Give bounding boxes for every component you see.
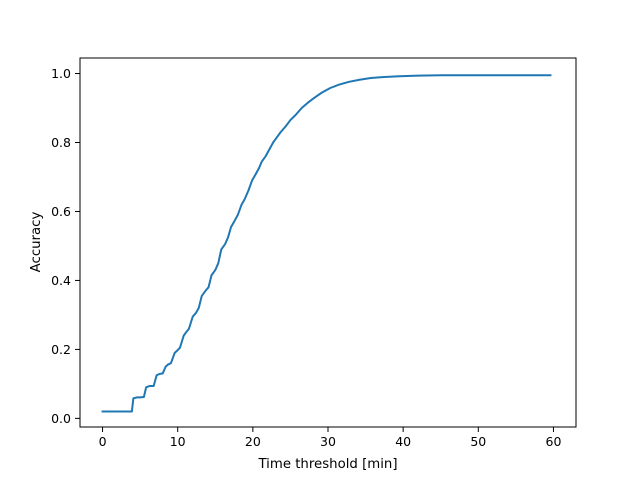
y-tick-label: 0.8 bbox=[51, 135, 71, 150]
x-axis: 0 10 20 30 40 50 60 bbox=[99, 427, 562, 449]
series-line-0 bbox=[101, 74, 552, 413]
x-tick-label: 30 bbox=[320, 434, 336, 449]
x-tick-label: 20 bbox=[245, 434, 261, 449]
y-tick-label: 0.6 bbox=[51, 204, 71, 219]
y-tick-label: 0.0 bbox=[51, 411, 71, 426]
y-tick-label: 0.2 bbox=[51, 342, 71, 357]
y-tick-label: 1.0 bbox=[51, 66, 71, 81]
y-axis: 0.0 0.2 0.4 0.6 0.8 1.0 bbox=[51, 66, 80, 426]
x-tick-label: 40 bbox=[395, 434, 411, 449]
y-tick-label: 0.4 bbox=[51, 273, 71, 288]
x-tick-label: 60 bbox=[546, 434, 562, 449]
x-tick-label: 0 bbox=[99, 434, 107, 449]
y-axis-label: Accuracy bbox=[29, 212, 44, 273]
x-axis-label: Time threshold [min] bbox=[257, 457, 397, 472]
x-tick-label: 50 bbox=[470, 434, 486, 449]
x-tick-label: 10 bbox=[170, 434, 186, 449]
